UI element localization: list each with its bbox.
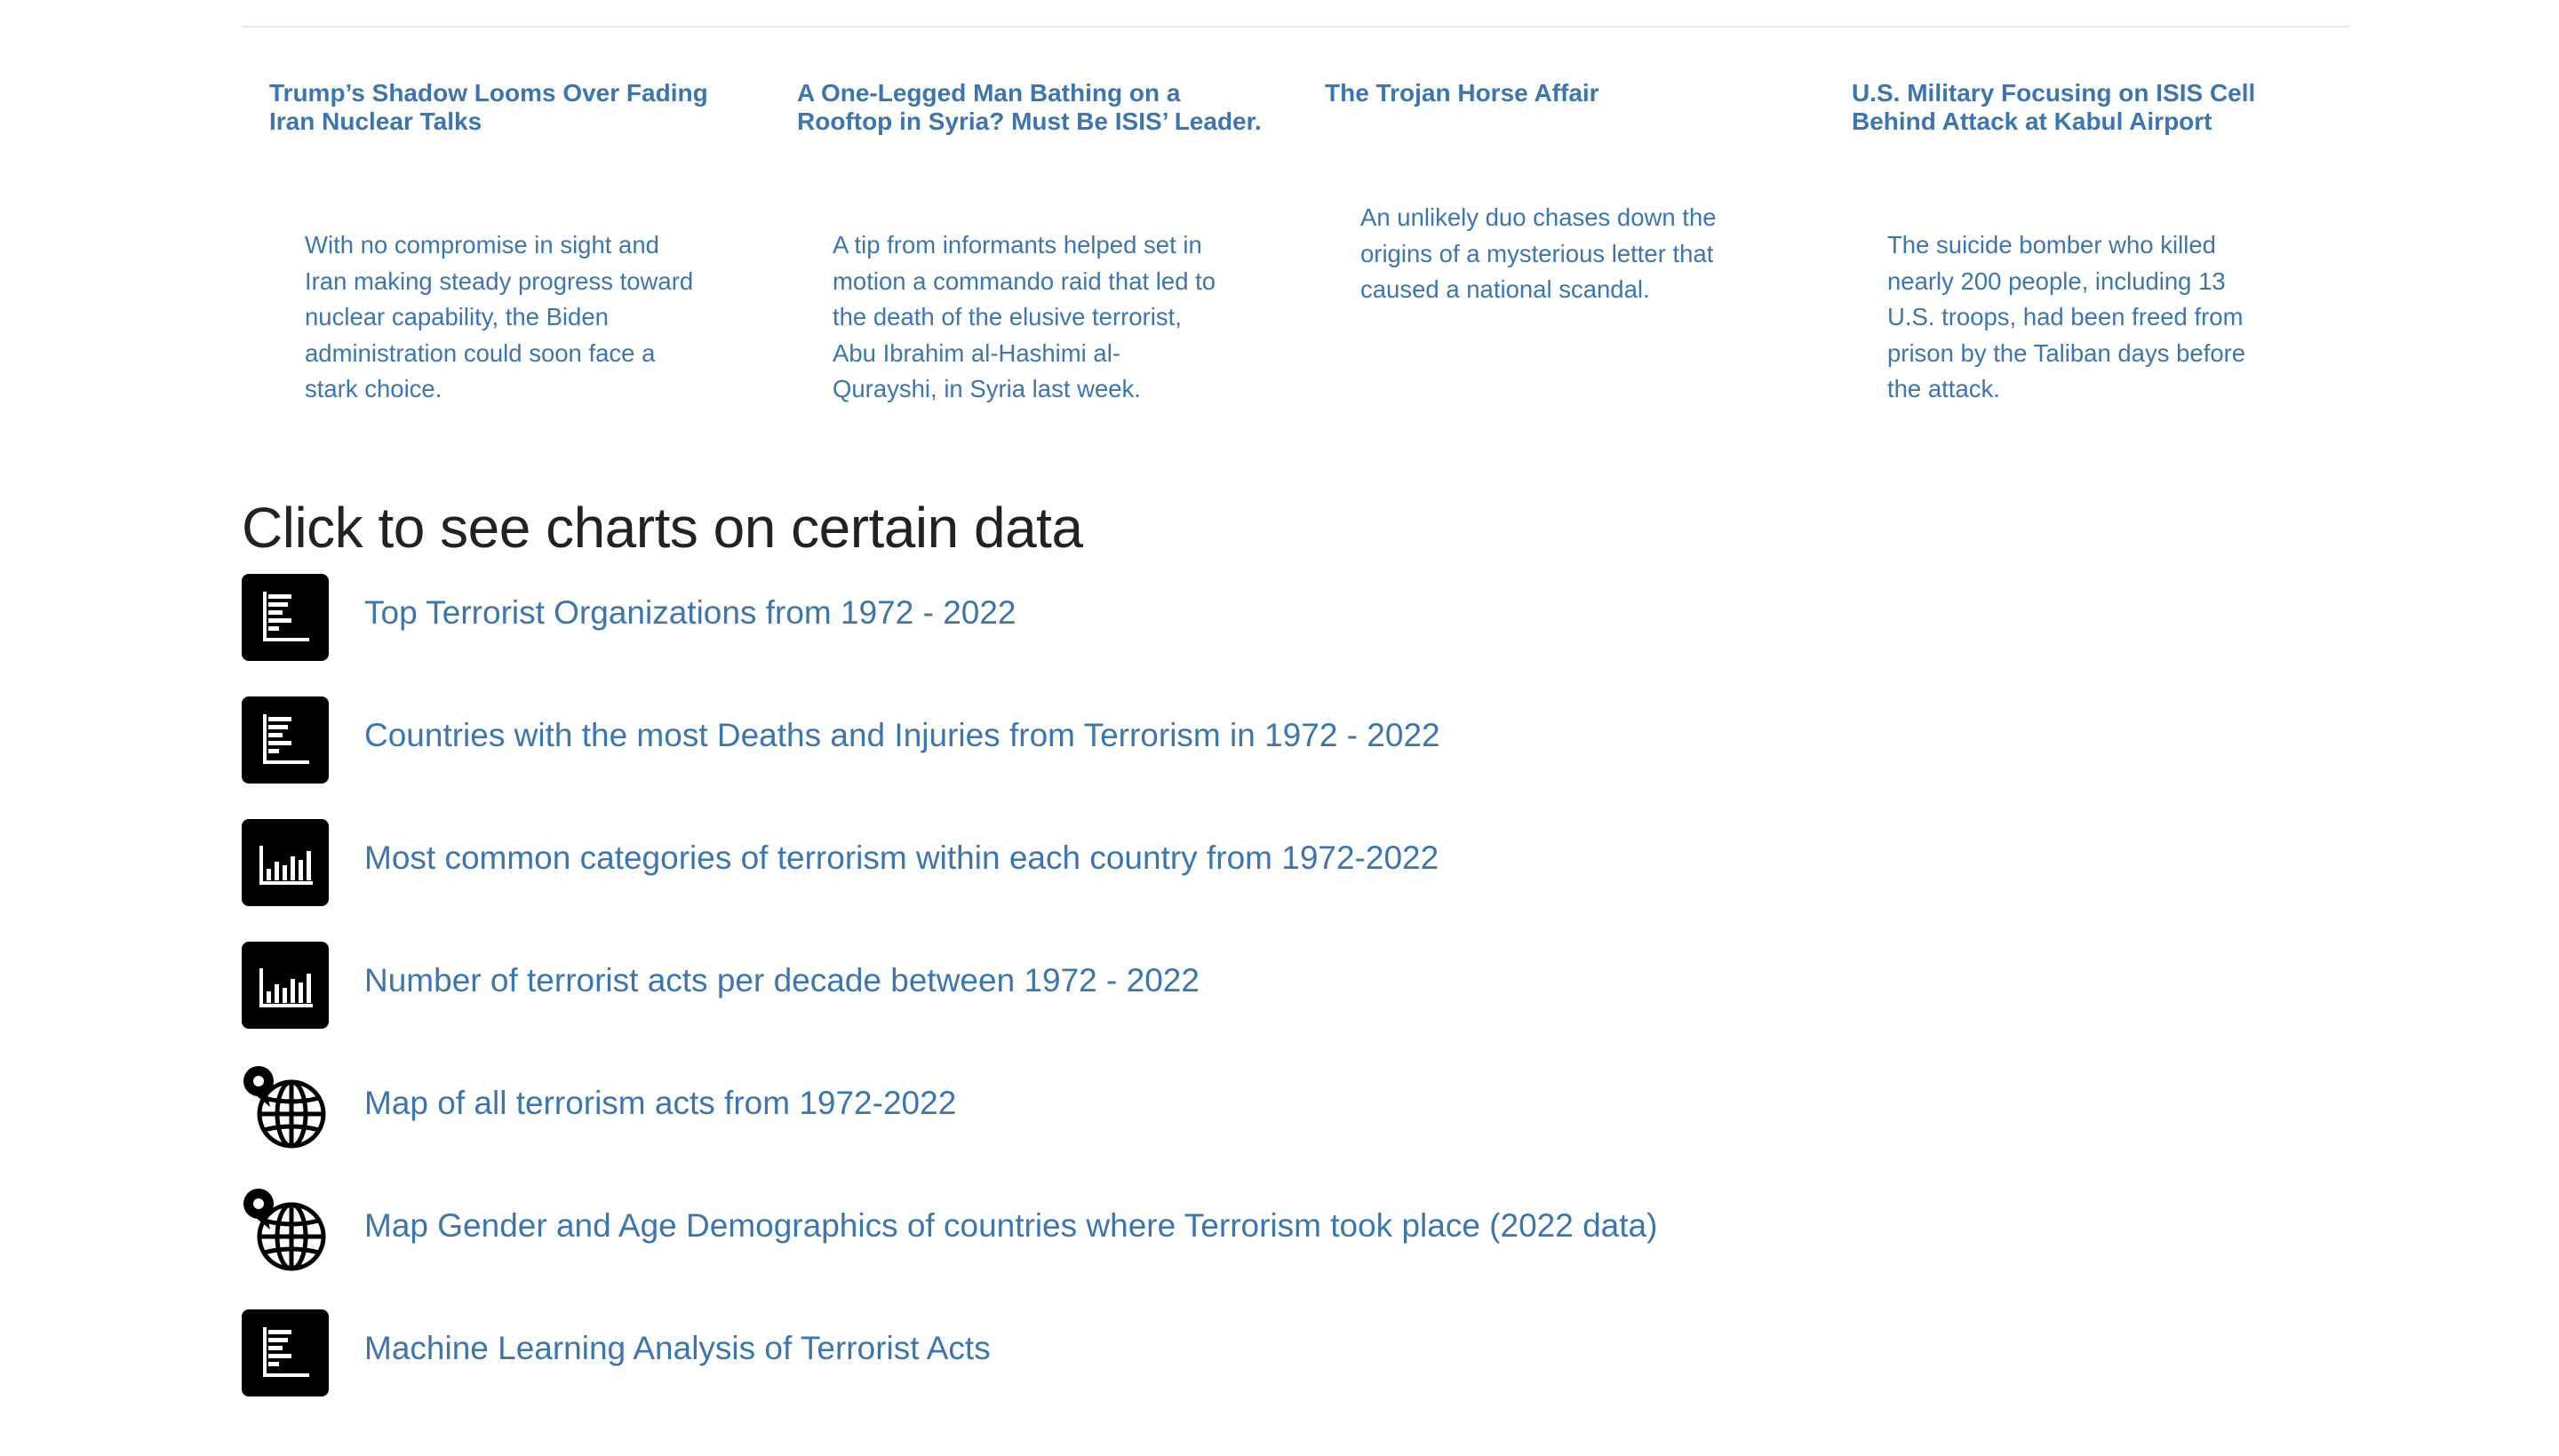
chart-link-label[interactable]: Number of terrorist acts per decade betw… [364, 962, 1200, 999]
news-card: U.S. Military Focusing on ISIS Cell Behi… [1852, 0, 2332, 426]
vertical-bar-chart-icon [242, 819, 329, 906]
chart-link-categories-by-country[interactable]: Most common categories of terrorism with… [242, 819, 1912, 906]
horizontal-bar-chart-icon [242, 1309, 329, 1396]
news-card: The Trojan Horse Affair An unlikely duo … [1325, 0, 1805, 426]
chart-link-label[interactable]: Machine Learning Analysis of Terrorist A… [364, 1330, 991, 1366]
chart-link-label[interactable]: Top Terrorist Organizations from 1972 - … [364, 594, 1016, 631]
globe-pin-icon [242, 1187, 329, 1274]
vertical-bar-chart-icon [242, 942, 329, 1029]
news-title-link[interactable]: Trump’s Shadow Looms Over Fading Iran Nu… [269, 79, 708, 135]
chart-link-deaths-injuries[interactable]: Countries with the most Deaths and Injur… [242, 696, 1912, 784]
news-summary: An unlikely duo chases down the origins … [1360, 203, 1717, 303]
news-title-link[interactable]: U.S. Military Focusing on ISIS Cell Behi… [1852, 79, 2256, 135]
news-card: A One-Legged Man Bathing on a Rooftop in… [797, 0, 1277, 426]
globe-pin-icon [242, 1064, 329, 1151]
chart-link-label[interactable]: Most common categories of terrorism with… [364, 839, 1439, 876]
horizontal-bar-chart-icon [242, 696, 329, 784]
chart-link-label[interactable]: Countries with the most Deaths and Injur… [364, 717, 1440, 753]
chart-link-machine-learning[interactable]: Machine Learning Analysis of Terrorist A… [242, 1309, 1912, 1396]
chart-link-label[interactable]: Map of all terrorism acts from 1972-2022 [364, 1085, 957, 1121]
chart-link-map-all-acts[interactable]: Map of all terrorism acts from 1972-2022 [242, 1064, 1912, 1151]
news-summary: The suicide bomber who killed nearly 200… [1887, 231, 2246, 402]
charts-section-heading: Click to see charts on certain data [242, 496, 1083, 560]
top-divider [242, 26, 2349, 28]
news-title-link[interactable]: A One-Legged Man Bathing on a Rooftop in… [797, 79, 1262, 135]
chart-link-label[interactable]: Map Gender and Age Demographics of count… [364, 1207, 1658, 1244]
horizontal-bar-chart-icon [242, 574, 329, 661]
news-summary: A tip from informants helped set in moti… [833, 231, 1216, 402]
news-summary: With no compromise in sight and Iran mak… [305, 231, 694, 402]
chart-link-map-demographics[interactable]: Map Gender and Age Demographics of count… [242, 1187, 1912, 1274]
chart-link-acts-per-decade[interactable]: Number of terrorist acts per decade betw… [242, 942, 1912, 1029]
chart-link-top-organizations[interactable]: Top Terrorist Organizations from 1972 - … [242, 574, 1912, 661]
news-card: Trump’s Shadow Looms Over Fading Iran Nu… [269, 0, 749, 426]
news-title-link[interactable]: The Trojan Horse Affair [1325, 79, 1599, 107]
